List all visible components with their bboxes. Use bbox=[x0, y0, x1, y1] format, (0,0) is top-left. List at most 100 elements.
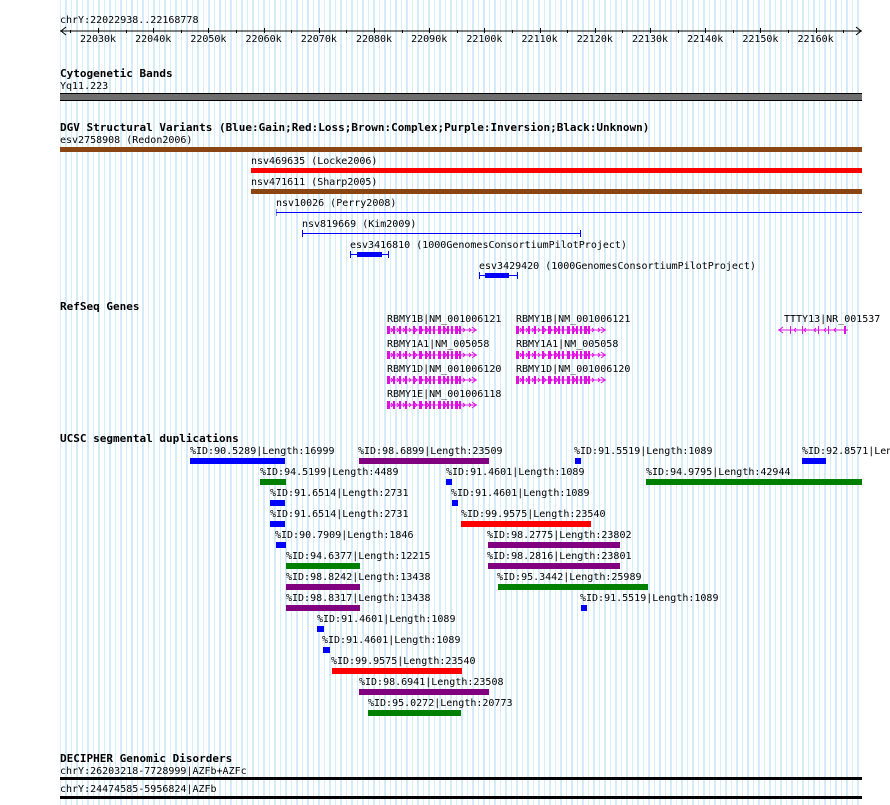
segdup-feature-bar[interactable] bbox=[368, 710, 461, 716]
dgv-feature-label: esv2758908 (Redon2006) bbox=[60, 135, 193, 146]
cytoband-track-title: Cytogenetic Bands bbox=[60, 67, 173, 80]
segdup-feature-bar[interactable] bbox=[190, 458, 285, 464]
ruler-tick-label: 22160k bbox=[797, 34, 834, 45]
gene-label: RBMY1B|NM_001006121 bbox=[387, 314, 502, 325]
ruler-tick-label: 22030k bbox=[79, 34, 117, 45]
ruler-minor-tick bbox=[429, 30, 431, 33]
ruler-minor-tick bbox=[70, 30, 72, 33]
cytoband-bar[interactable] bbox=[60, 93, 862, 101]
segdup-feature-label: %ID:98.6941|Length:23508 bbox=[359, 677, 504, 688]
segdup-feature-label: %ID:90.5289|Length:16999 bbox=[190, 446, 335, 457]
segdup-feature-bar[interactable] bbox=[575, 458, 581, 464]
cytoband-label: Yq11.223 bbox=[60, 81, 109, 92]
segdup-feature-label: %ID:94.9795|Length:42944 bbox=[646, 467, 791, 478]
ruler-tick-label: 22150k bbox=[742, 34, 779, 45]
gene-model[interactable] bbox=[387, 325, 477, 335]
segdup-feature-bar[interactable] bbox=[646, 479, 862, 485]
dgv-feature-label: esv3416810 (1000GenomesConsortiumPilotPr… bbox=[350, 240, 627, 251]
segdup-feature-bar[interactable] bbox=[498, 584, 648, 590]
segdup-feature-label: %ID:95.0272|Length:20773 bbox=[368, 698, 513, 709]
dgv-feature-bar[interactable] bbox=[302, 229, 582, 238]
decipher-track-title: DECIPHER Genomic Disorders bbox=[60, 752, 233, 765]
segdup-feature-bar[interactable] bbox=[359, 458, 489, 464]
segdup-feature-bar[interactable] bbox=[270, 521, 285, 527]
segdup-feature-label: %ID:91.4601|Length:1089 bbox=[446, 467, 585, 478]
ruler-minor-tick bbox=[456, 30, 458, 33]
segdup-feature-bar[interactable] bbox=[488, 563, 620, 569]
segdup-feature-label: %ID:91.5519|Length:1089 bbox=[580, 593, 719, 604]
gene-model[interactable] bbox=[387, 375, 477, 385]
ruler-minor-tick bbox=[760, 30, 762, 33]
ruler-minor-tick bbox=[374, 30, 375, 33]
ruler-axis bbox=[60, 26, 862, 36]
gene-model[interactable] bbox=[387, 350, 477, 360]
segdup-feature-bar[interactable] bbox=[323, 647, 330, 653]
decipher-feature-label: chrY:26203218-7728999|AZFb+AZFc bbox=[60, 766, 247, 777]
segdup-feature-bar[interactable] bbox=[452, 500, 458, 506]
segdup-feature-bar[interactable] bbox=[286, 605, 360, 611]
dgv-feature-bar[interactable] bbox=[251, 189, 862, 194]
segdup-feature-bar[interactable] bbox=[488, 542, 620, 548]
segdup-feature-bar[interactable] bbox=[286, 563, 360, 569]
ruler-minor-tick bbox=[125, 30, 127, 33]
segdup-feature-bar[interactable] bbox=[802, 458, 826, 464]
ruler-minor-tick bbox=[788, 30, 789, 33]
segdup-feature-bar[interactable] bbox=[286, 584, 360, 590]
segdup-feature-label: %ID:99.9575|Length:23540 bbox=[461, 509, 606, 520]
segdup-feature-bar[interactable] bbox=[260, 479, 286, 485]
segdup-feature-bar[interactable] bbox=[276, 542, 286, 548]
segdup-feature-label: %ID:92.8571|Length:126 bbox=[802, 446, 890, 457]
dgv-feature-bar[interactable] bbox=[251, 168, 862, 173]
refseq-track-title: RefSeq Genes bbox=[60, 300, 140, 313]
dgv-feature-label: nsv469635 (Locke2006) bbox=[251, 156, 378, 167]
segdup-feature-label: %ID:98.2775|Length:23802 bbox=[487, 530, 632, 541]
segdup-feature-label: %ID:91.6514|Length:2731 bbox=[270, 509, 409, 520]
segdup-feature-bar[interactable] bbox=[359, 689, 489, 695]
ruler-minor-tick bbox=[153, 30, 155, 33]
ruler-tick-label: 22110k bbox=[521, 34, 558, 45]
ruler-minor-tick bbox=[705, 30, 707, 33]
segdup-feature-bar[interactable] bbox=[332, 668, 462, 674]
gene-label: RBMY1A1|NM_005058 bbox=[387, 339, 490, 350]
segdup-feature-bar[interactable] bbox=[461, 521, 591, 527]
dgv-feature-bar[interactable] bbox=[60, 147, 862, 152]
segdup-feature-label: %ID:91.4601|Length:1089 bbox=[451, 488, 590, 499]
gene-model[interactable] bbox=[778, 325, 848, 335]
decipher-feature-bar[interactable] bbox=[60, 777, 862, 780]
segdup-track-title: UCSC segmental duplications bbox=[60, 432, 239, 445]
segdup-feature-bar[interactable] bbox=[446, 479, 452, 485]
segdup-feature-bar[interactable] bbox=[270, 500, 285, 506]
ruler-tick-label: 22080k bbox=[355, 34, 393, 45]
coordinate-label: chrY:22022938..22168778 bbox=[60, 15, 199, 26]
ruler-tick-label: 22120k bbox=[576, 34, 613, 45]
decipher-feature-bar[interactable] bbox=[60, 796, 862, 799]
ruler-minor-tick bbox=[732, 30, 734, 33]
gene-model[interactable] bbox=[516, 325, 606, 335]
ruler-minor-tick bbox=[594, 30, 596, 33]
gene-model[interactable] bbox=[516, 350, 606, 360]
segdup-feature-label: %ID:99.9575|Length:23540 bbox=[331, 656, 476, 667]
ruler-tick-label: 22090k bbox=[411, 34, 448, 45]
segdup-feature-label: %ID:98.8242|Length:13438 bbox=[286, 572, 431, 583]
dgv-feature-bar[interactable] bbox=[276, 208, 862, 217]
segdup-feature-bar[interactable] bbox=[317, 626, 324, 632]
ruler-minor-tick bbox=[98, 30, 99, 33]
gene-label: RBMY1A1|NM_005058 bbox=[516, 339, 619, 350]
ruler-minor-tick bbox=[622, 30, 624, 33]
gene-model[interactable] bbox=[516, 375, 606, 385]
dgv-feature-label: esv3429420 (1000GenomesConsortiumPilotPr… bbox=[479, 261, 756, 272]
gene-label: RBMY1D|NM_001006120 bbox=[516, 364, 631, 375]
segdup-feature-label: %ID:98.8317|Length:13438 bbox=[286, 593, 431, 604]
ruler-minor-tick bbox=[346, 30, 348, 33]
dgv-feature-label: nsv10026 (Perry2008) bbox=[276, 198, 397, 209]
gene-model[interactable] bbox=[387, 400, 477, 410]
dgv-track-title: DGV Structural Variants (Blue:Gain;Red:L… bbox=[60, 121, 650, 134]
segdup-feature-label: %ID:91.6514|Length:2731 bbox=[270, 488, 409, 499]
segdup-feature-bar[interactable] bbox=[581, 605, 587, 611]
gene-label: RBMY1D|NM_001006120 bbox=[387, 364, 502, 375]
dgv-feature-bar[interactable] bbox=[350, 250, 390, 259]
segdup-feature-label: %ID:98.2816|Length:23801 bbox=[487, 551, 632, 562]
segdup-feature-label: %ID:91.4601|Length:1089 bbox=[322, 635, 461, 646]
dgv-feature-bar[interactable] bbox=[479, 271, 519, 280]
segdup-feature-label: %ID:95.3442|Length:25989 bbox=[497, 572, 642, 583]
